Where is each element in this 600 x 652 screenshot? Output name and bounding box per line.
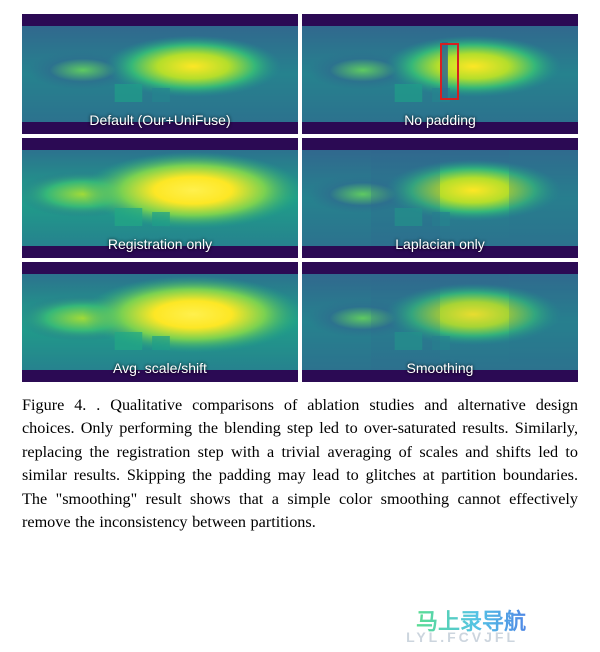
watermark-sub: LYL.FCVJFL <box>406 629 518 645</box>
panel-default: Default (Our+UniFuse) <box>22 14 298 134</box>
panel-label-default: Default (Our+UniFuse) <box>89 112 230 128</box>
panel-laplacian-only: Laplacian only <box>302 138 578 258</box>
panel-registration-only: Registration only <box>22 138 298 258</box>
panel-label-no-padding: No padding <box>404 112 476 128</box>
glitch-highlight-box <box>440 43 459 101</box>
panel-label-registration-only: Registration only <box>108 236 212 252</box>
panel-label-smoothing: Smoothing <box>407 360 474 376</box>
watermark-main: 马上录导航 <box>416 604 526 636</box>
panel-smoothing: Smoothing <box>302 262 578 382</box>
figure-number: Figure 4. . <box>22 396 100 414</box>
figure-caption-text: Qualitative comparisons of ablation stud… <box>22 396 578 531</box>
panel-label-laplacian-only: Laplacian only <box>395 236 485 252</box>
figure-grid: Default (Our+UniFuse) <box>22 14 578 382</box>
panel-no-padding: No padding <box>302 14 578 134</box>
panel-avg-scale-shift: Avg. scale/shift <box>22 262 298 382</box>
figure-caption: Figure 4. . Qualitative comparisons of a… <box>22 394 578 535</box>
panel-label-avg-scale-shift: Avg. scale/shift <box>113 360 207 376</box>
